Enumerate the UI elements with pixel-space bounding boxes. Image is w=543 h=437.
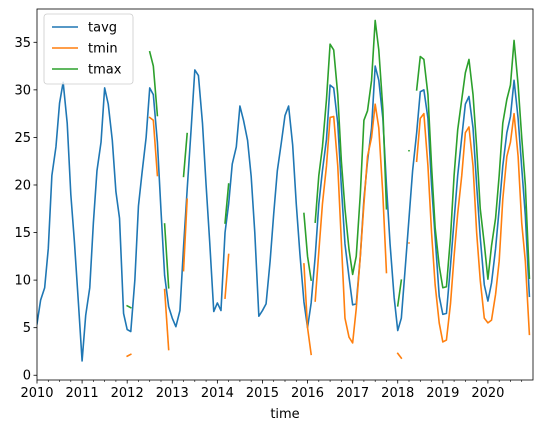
x-tick-label: 2010 bbox=[20, 386, 53, 401]
legend-label-tavg: tavg bbox=[88, 21, 117, 36]
y-tick-label: 35 bbox=[14, 36, 31, 51]
tmax-line-segment-3 bbox=[182, 132, 189, 178]
y-tick-label: 10 bbox=[14, 274, 31, 289]
x-axis-label: time bbox=[270, 407, 299, 422]
x-tick-label: 2015 bbox=[246, 386, 279, 401]
tmin-line-segment-1 bbox=[148, 116, 159, 177]
legend-label-tmin: tmin bbox=[88, 42, 118, 57]
x-tick-label: 2014 bbox=[201, 386, 234, 401]
x-tick-label: 2018 bbox=[381, 386, 414, 401]
tavg-line-segment-0 bbox=[37, 65, 531, 362]
legend-label-tmax: tmax bbox=[88, 63, 122, 78]
tmax-line-segment-6 bbox=[314, 19, 388, 276]
tmin-point-8 bbox=[408, 242, 410, 244]
tmin-line-segment-0 bbox=[126, 353, 132, 358]
x-tick-label: 2017 bbox=[336, 386, 369, 401]
tmin-line-segment-9 bbox=[415, 112, 531, 343]
x-tick-label: 2016 bbox=[291, 386, 324, 401]
x-tick-label: 2011 bbox=[66, 386, 99, 401]
tmax-line-segment-9 bbox=[415, 39, 531, 289]
tmax-line-segment-0 bbox=[126, 304, 132, 309]
x-tick-label: 2020 bbox=[471, 386, 504, 401]
tmax-point-8 bbox=[408, 149, 410, 152]
tmin-line-segment-2 bbox=[163, 288, 170, 351]
legend-box bbox=[43, 13, 134, 85]
tmax-line-segment-7 bbox=[396, 279, 403, 307]
tmin-line-segment-6 bbox=[314, 103, 388, 344]
tmin-line-segment-3 bbox=[182, 198, 188, 272]
tmin-line-segment-7 bbox=[396, 352, 403, 360]
y-tick-label: 0 bbox=[23, 369, 31, 384]
y-tick-label: 5 bbox=[23, 321, 31, 336]
tmax-line-segment-5 bbox=[303, 212, 313, 282]
y-tick-label: 15 bbox=[14, 226, 31, 241]
y-tick-label: 30 bbox=[14, 83, 31, 98]
x-tick-label: 2019 bbox=[426, 386, 459, 401]
tmin-line-segment-4 bbox=[224, 253, 230, 300]
tmin-line-segment-5 bbox=[303, 263, 313, 356]
tmax-line-segment-4 bbox=[224, 183, 230, 224]
y-tick-label: 20 bbox=[14, 178, 31, 193]
tmax-line-segment-2 bbox=[163, 223, 170, 289]
x-tick-label: 2012 bbox=[111, 386, 144, 401]
tmax-line-segment-1 bbox=[148, 50, 159, 117]
x-tick-label: 2013 bbox=[156, 386, 189, 401]
y-tick-label: 25 bbox=[14, 131, 31, 146]
